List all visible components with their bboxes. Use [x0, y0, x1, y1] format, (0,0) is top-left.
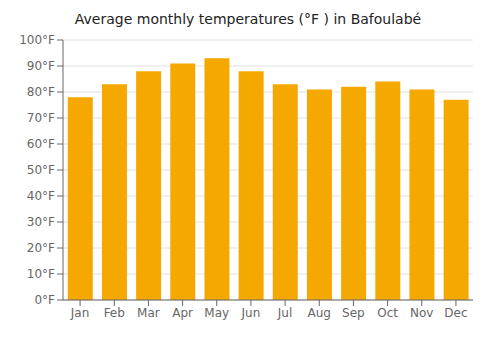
svg-text:60°F: 60°F — [27, 137, 55, 151]
svg-text:Feb: Feb — [104, 306, 125, 320]
svg-text:May: May — [204, 306, 229, 320]
svg-text:Dec: Dec — [444, 306, 467, 320]
svg-text:70°F: 70°F — [27, 111, 55, 125]
svg-text:90°F: 90°F — [27, 59, 55, 73]
svg-text:100°F: 100°F — [19, 33, 55, 47]
svg-text:0°F: 0°F — [34, 293, 55, 307]
svg-text:50°F: 50°F — [27, 163, 55, 177]
svg-text:Jul: Jul — [277, 306, 292, 320]
svg-text:Nov: Nov — [410, 306, 433, 320]
svg-text:80°F: 80°F — [27, 85, 55, 99]
html-text:Average monthly temperatures (: Average monthly temperatures (°F ) in Ba… — [74, 11, 422, 27]
svg-text:Mar: Mar — [137, 306, 160, 320]
svg-text:Oct: Oct — [377, 306, 398, 320]
svg-text:10°F: 10°F — [27, 267, 55, 281]
svg-text:30°F: 30°F — [27, 215, 55, 229]
svg-text:20°F: 20°F — [27, 241, 55, 255]
svg-text:Apr: Apr — [172, 306, 193, 320]
svg-text:40°F: 40°F — [27, 189, 55, 203]
svg-text:Jan: Jan — [70, 306, 90, 320]
svg-text:Sep: Sep — [342, 306, 365, 320]
svg-text:Jun: Jun — [241, 306, 261, 320]
svg-text:Aug: Aug — [308, 306, 331, 320]
